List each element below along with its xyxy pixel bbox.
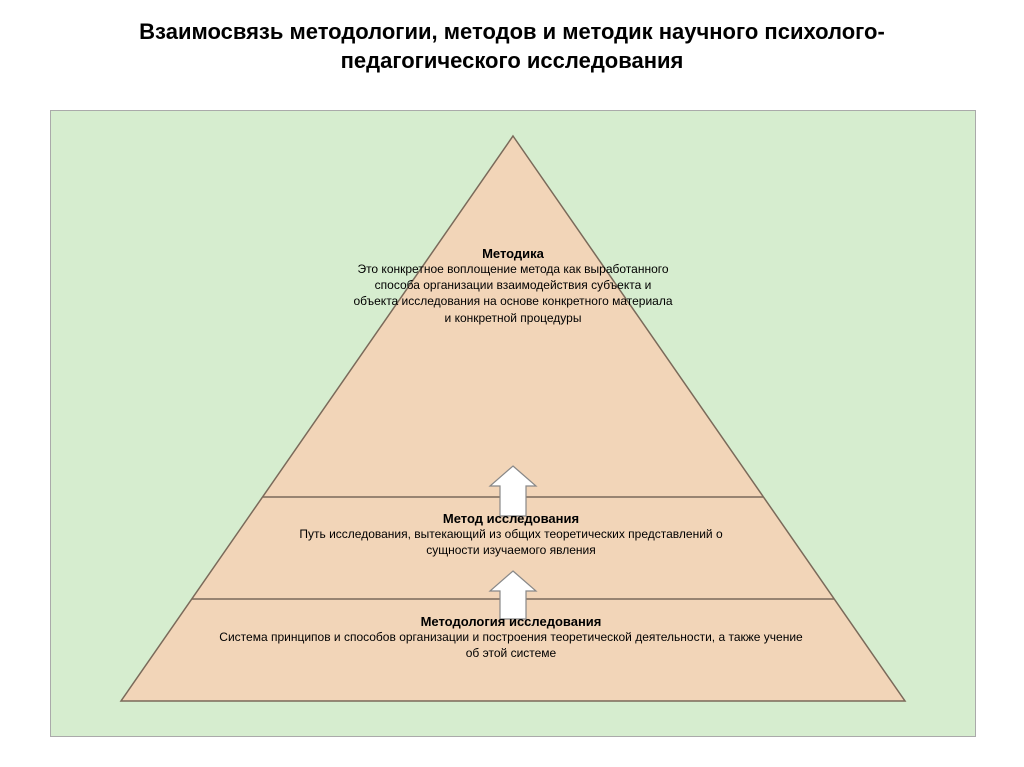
level-middle-heading: Метод исследования — [281, 511, 741, 526]
level-middle: Метод исследования Путь исследования, вы… — [281, 511, 741, 558]
level-bottom-body: Система принципов и способов организации… — [211, 629, 811, 661]
level-top-body: Это конкретное воплощение метода как выр… — [351, 261, 675, 326]
page-title: Взаимосвязь методологии, методов и метод… — [0, 0, 1024, 85]
diagram-panel: Методика Это конкретное воплощение метод… — [50, 110, 976, 737]
level-bottom-heading: Методология исследования — [211, 614, 811, 629]
level-top-heading: Методика — [351, 246, 675, 261]
level-bottom: Методология исследования Система принцип… — [211, 614, 811, 661]
level-top: Методика Это конкретное воплощение метод… — [351, 246, 675, 326]
level-middle-body: Путь исследования, вытекающий из общих т… — [281, 526, 741, 558]
